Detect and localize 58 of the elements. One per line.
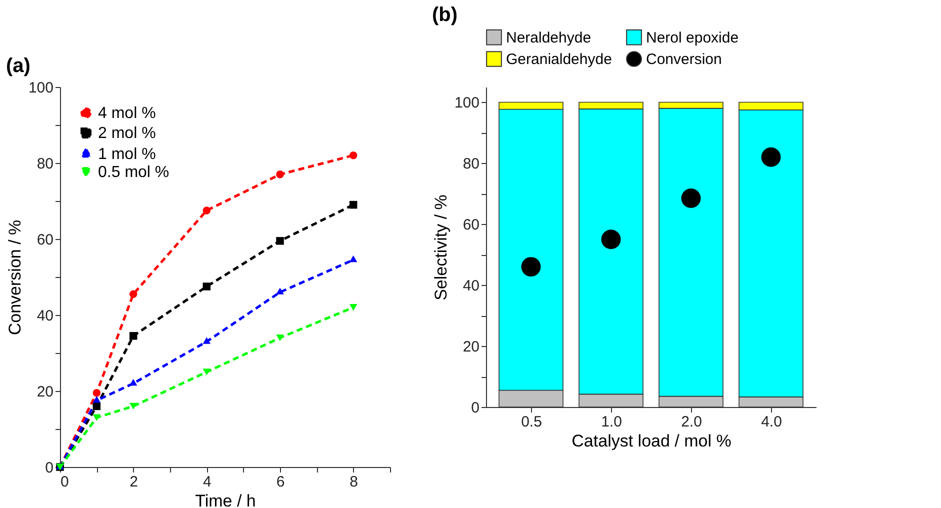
- legend-label: 2 mol %: [98, 125, 156, 142]
- point: [276, 237, 284, 245]
- legend-label: Conversion: [646, 51, 722, 68]
- y-axis-title: Selectivity / %: [431, 194, 450, 300]
- point: [349, 152, 358, 160]
- x-tick-label: 0: [60, 474, 69, 490]
- x-axis-title: Time / h: [195, 492, 256, 508]
- y-tick-label: 100: [454, 94, 480, 112]
- point: [349, 200, 358, 209]
- point: [92, 389, 101, 397]
- y-tick-label: 60: [36, 232, 54, 248]
- point: [349, 255, 358, 262]
- x-tick-label: 6: [276, 474, 285, 490]
- y-tick-label: 60: [462, 216, 480, 234]
- x-axis-title: Catalyst load / mol %: [572, 432, 732, 450]
- chart-title: (a): [6, 55, 30, 77]
- y-tick-label: 20: [36, 384, 54, 400]
- point: [349, 304, 358, 311]
- point: [276, 334, 284, 342]
- legend-label: 0.5 mol %: [98, 164, 170, 181]
- point: [202, 206, 211, 214]
- y-axis-title: Conversion / %: [5, 220, 24, 336]
- point: [276, 170, 284, 178]
- y-tick-label: 20: [462, 338, 480, 356]
- chart-title: (b): [432, 4, 458, 26]
- legend-label: 1 mol %: [98, 146, 156, 163]
- point: [129, 402, 138, 410]
- x-tick-label: 8: [350, 474, 358, 490]
- point: [92, 402, 101, 410]
- point: [129, 290, 138, 298]
- x-tick-label: 1.0: [601, 414, 622, 430]
- legend-label: 4 mol %: [98, 105, 156, 122]
- point: [92, 396, 101, 403]
- point: [601, 230, 621, 250]
- legend-label: Neraldehyde: [506, 29, 592, 46]
- x-tick-label: 4.0: [761, 414, 782, 430]
- x-tick-label: 0.5: [521, 414, 542, 430]
- legend-label: Geranialdehyde: [506, 51, 612, 68]
- y-tick-label: 0: [45, 460, 54, 476]
- y-tick-label: 40: [36, 308, 54, 324]
- y-tick-label: 80: [36, 156, 54, 172]
- y-tick-label: 0: [471, 400, 480, 416]
- point: [202, 282, 211, 290]
- legend-label: Nerol epoxide: [646, 29, 739, 46]
- point: [681, 188, 701, 208]
- point: [761, 147, 781, 167]
- point: [202, 368, 211, 376]
- point: [276, 288, 284, 294]
- x-tick-label: 2: [130, 474, 138, 490]
- point: [202, 337, 211, 344]
- x-tick-label: 2.0: [681, 414, 702, 430]
- x-tick-label: 4: [202, 474, 212, 490]
- y-tick-label: 40: [462, 278, 480, 295]
- y-tick-label: 100: [28, 80, 54, 96]
- point: [129, 332, 138, 340]
- y-tick-label: 80: [462, 156, 480, 173]
- point: [92, 414, 101, 421]
- point: [521, 257, 541, 277]
